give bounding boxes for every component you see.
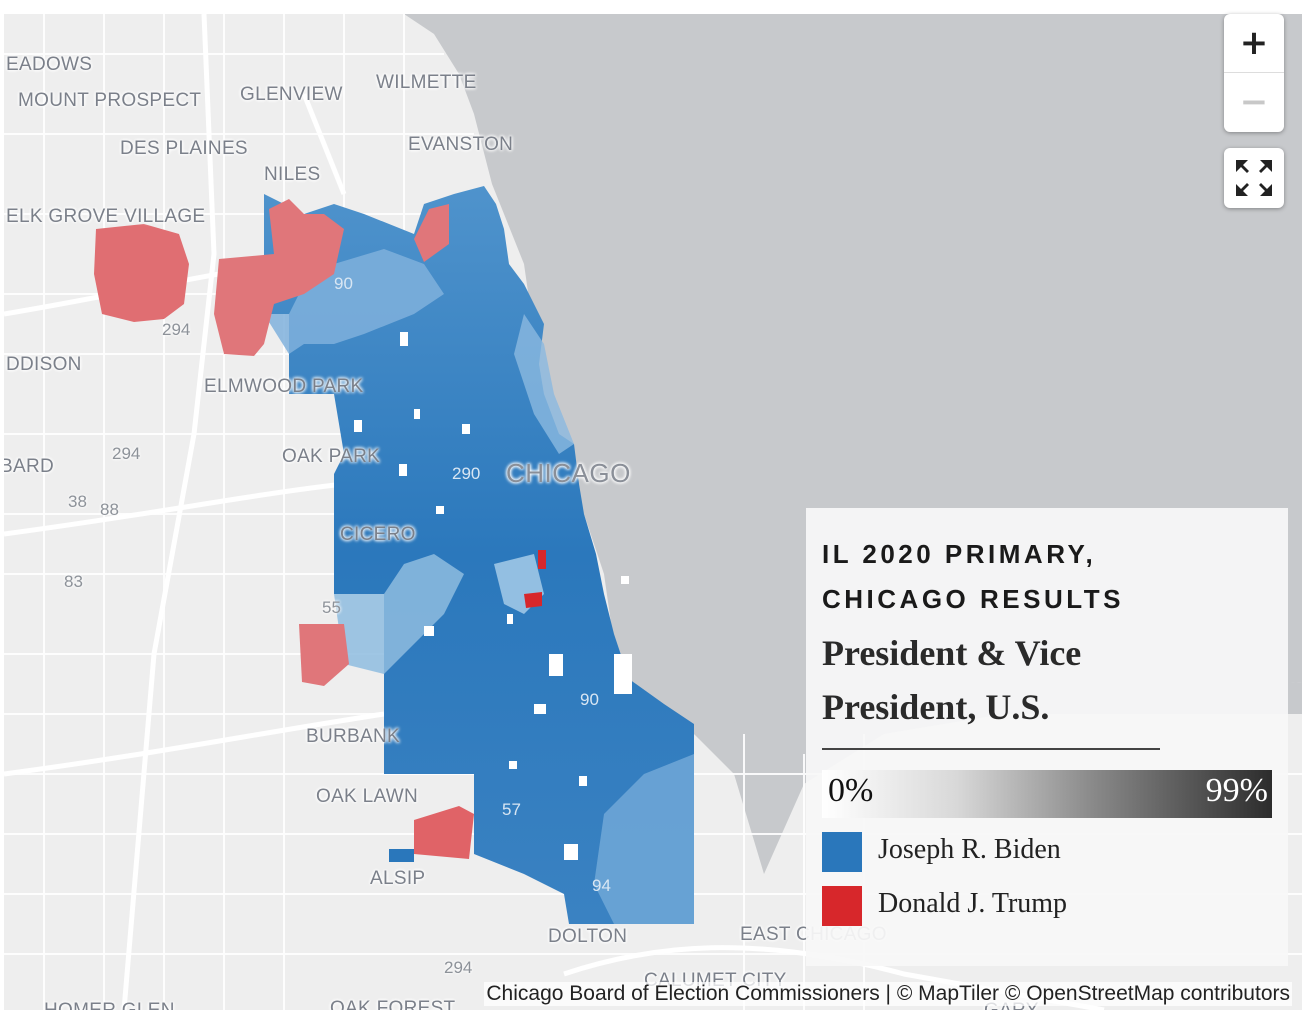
choropleth-biden-region — [264, 186, 694, 924]
legend-kicker-line: CHICAGO RESULTS — [822, 584, 1124, 614]
choropleth-biden-light-lakefront — [514, 314, 574, 454]
choropleth-trump-mount-greenwood — [414, 806, 474, 859]
legend-scale-max: 99% — [1205, 772, 1268, 809]
city-label-chicago: CHICAGO — [506, 458, 631, 488]
place-label: OAK FOREST — [330, 998, 456, 1010]
choropleth-biden-small-west — [389, 849, 414, 862]
place-label: HOMER GLEN — [44, 1000, 175, 1010]
choropleth-trump-small — [524, 550, 546, 608]
highway-label: 88 — [100, 500, 119, 519]
zoom-in-button[interactable]: + — [1224, 14, 1284, 73]
place-label: ELK GROVE VILLAGE — [6, 206, 206, 227]
legend-swatch-trump — [822, 886, 862, 926]
place-label: DDISON — [6, 354, 82, 375]
place-label: DES PLAINES — [120, 138, 248, 159]
choropleth-trump-garfield-ridge — [299, 624, 349, 686]
place-label: BARD — [4, 456, 54, 477]
choropleth-trump-northwest — [214, 199, 344, 356]
place-label: ELMWOOD PARK — [204, 376, 364, 397]
place-label: WILMETTE — [376, 72, 477, 93]
place-label: MOUNT PROSPECT — [18, 90, 202, 111]
choropleth-trump-ohare — [94, 224, 189, 322]
choropleth-biden-light-southwest — [334, 554, 464, 674]
no-data-areas — [354, 332, 632, 860]
legend-kicker: IL 2020 PRIMARY, CHICAGO RESULTS — [822, 532, 1262, 622]
fullscreen-button[interactable] — [1224, 148, 1284, 208]
highway-label: 57 — [502, 800, 521, 819]
fullscreen-icon — [1236, 160, 1272, 196]
legend-scale-min: 0% — [828, 772, 874, 809]
place-label: EADOWS — [6, 54, 93, 75]
legend-label-trump: Donald J. Trump — [878, 888, 1068, 919]
place-label: GLENVIEW — [240, 84, 343, 105]
legend-race-line: President & Vice — [822, 633, 1082, 673]
map-attribution[interactable]: Chicago Board of Election Commissioners … — [484, 982, 1292, 1006]
legend-swatch-biden — [822, 832, 862, 872]
place-label: ALSIP — [370, 868, 426, 889]
highway-label: 90 — [580, 690, 599, 709]
legend-panel: IL 2020 PRIMARY, CHICAGO RESULTS Preside… — [806, 508, 1288, 966]
choropleth-trump-edison-park — [414, 204, 449, 262]
place-label: DOLTON — [548, 926, 628, 947]
legend-label-biden: Joseph R. Biden — [878, 834, 1061, 865]
place-label: OAK PARK — [282, 446, 381, 467]
zoom-control: + − — [1224, 14, 1284, 132]
highway-label: 294 — [444, 958, 473, 977]
choropleth-biden-light-north — [264, 249, 444, 354]
legend-scale-ramp: 0% 99% — [822, 770, 1272, 818]
legend-divider — [822, 748, 1160, 750]
legend-kicker-line: IL 2020 PRIMARY, — [822, 539, 1097, 569]
place-label: OAK LAWN — [316, 786, 418, 807]
highway-label: 294 — [162, 320, 191, 339]
legend-item-trump: Donald J. Trump — [822, 886, 1262, 926]
highway-label: 83 — [64, 572, 83, 591]
legend-race-title: President & Vice President, U.S. — [822, 626, 1262, 734]
place-label: BURBANK — [306, 726, 400, 747]
highway-label: 294 — [112, 444, 141, 463]
legend-race-line: President, U.S. — [822, 687, 1050, 727]
highway-label: 38 — [68, 492, 87, 511]
place-label: CICERO — [340, 524, 416, 545]
place-label: NILES — [264, 164, 321, 185]
choropleth-biden-light-southeast — [594, 754, 694, 924]
highway-label: 290 — [452, 464, 481, 483]
zoom-out-button[interactable]: − — [1239, 82, 1269, 122]
legend-item-biden: Joseph R. Biden — [822, 832, 1262, 872]
highway-label: 90 — [334, 274, 353, 293]
place-label: EVANSTON — [408, 134, 514, 155]
highway-label: 55 — [322, 598, 341, 617]
highway-label: 94 — [592, 876, 611, 895]
